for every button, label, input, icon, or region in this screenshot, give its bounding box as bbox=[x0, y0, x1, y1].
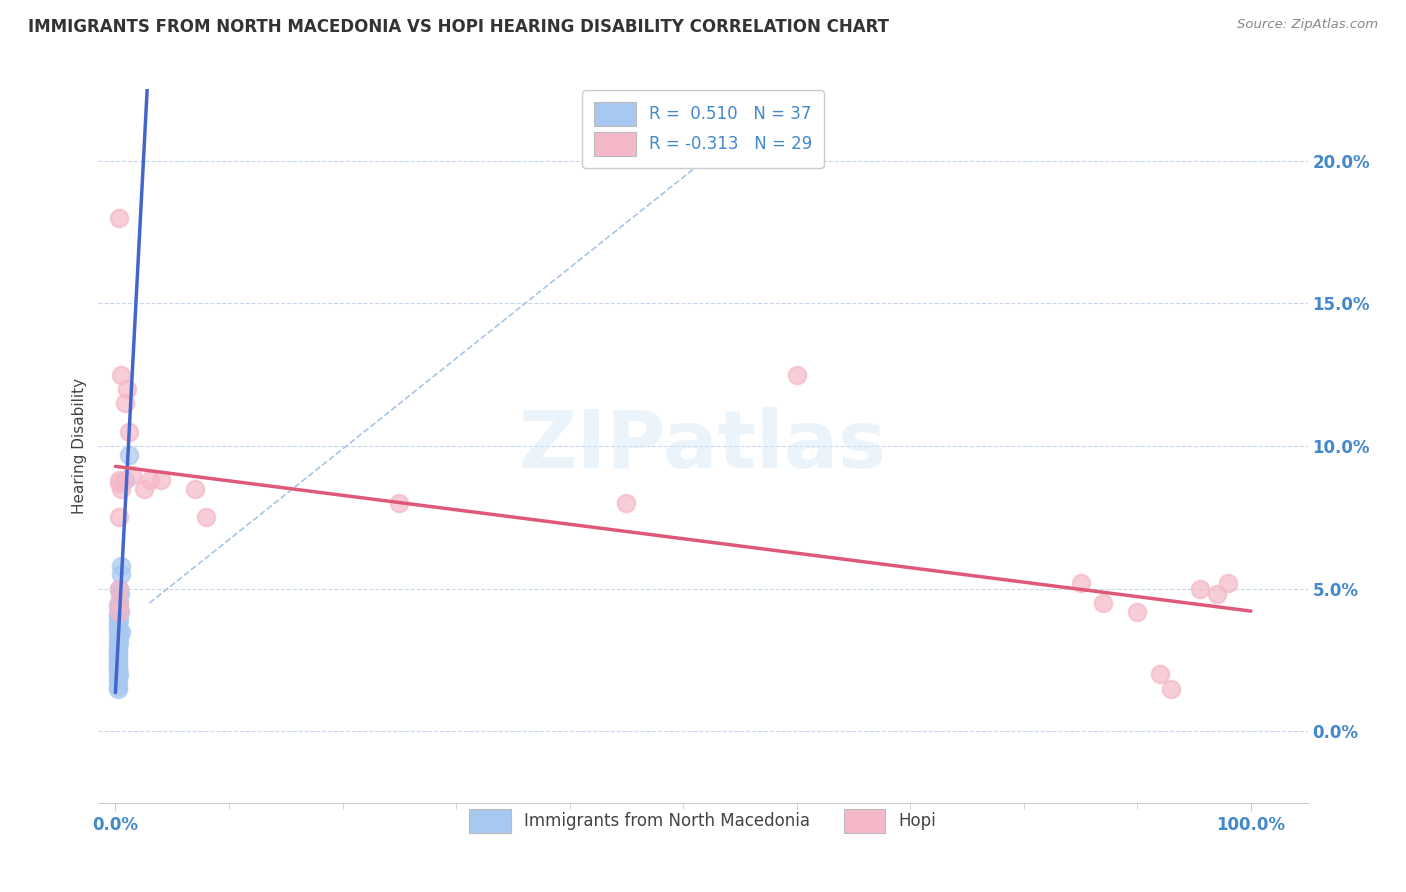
Point bbox=[108, 605, 131, 619]
Point bbox=[110, 567, 132, 582]
Point bbox=[118, 448, 141, 462]
Point bbox=[1216, 576, 1239, 591]
Point bbox=[1188, 582, 1211, 596]
Point bbox=[110, 482, 132, 496]
Point bbox=[108, 605, 131, 619]
Point bbox=[107, 653, 129, 667]
Point bbox=[388, 496, 411, 510]
Point bbox=[110, 624, 132, 639]
Point bbox=[108, 473, 131, 487]
Point bbox=[107, 639, 129, 653]
Point bbox=[107, 610, 129, 624]
Point bbox=[107, 650, 129, 665]
Point bbox=[108, 601, 131, 615]
Point bbox=[107, 670, 129, 684]
Point bbox=[107, 622, 129, 636]
Point bbox=[114, 396, 136, 410]
Point bbox=[110, 368, 132, 382]
Point bbox=[1205, 587, 1227, 601]
Point bbox=[121, 467, 143, 482]
Legend: Immigrants from North Macedonia, Hopi: Immigrants from North Macedonia, Hopi bbox=[458, 797, 948, 845]
Y-axis label: Hearing Disability: Hearing Disability bbox=[72, 378, 87, 514]
Point bbox=[614, 496, 637, 510]
Point bbox=[108, 596, 131, 610]
Point bbox=[108, 636, 131, 650]
Point bbox=[108, 476, 131, 491]
Point bbox=[107, 599, 129, 613]
Point bbox=[107, 633, 129, 648]
Text: ZIPatlas: ZIPatlas bbox=[519, 407, 887, 485]
Point bbox=[118, 425, 141, 439]
Point bbox=[107, 665, 129, 679]
Text: IMMIGRANTS FROM NORTH MACEDONIA VS HOPI HEARING DISABILITY CORRELATION CHART: IMMIGRANTS FROM NORTH MACEDONIA VS HOPI … bbox=[28, 18, 889, 36]
Point bbox=[108, 582, 131, 596]
Point bbox=[107, 679, 129, 693]
Point bbox=[108, 587, 131, 601]
Point bbox=[108, 624, 131, 639]
Point bbox=[107, 681, 129, 696]
Point bbox=[107, 641, 129, 656]
Text: Source: ZipAtlas.com: Source: ZipAtlas.com bbox=[1237, 18, 1378, 31]
Point bbox=[1126, 605, 1149, 619]
Point bbox=[110, 558, 132, 573]
Point bbox=[138, 473, 160, 487]
Point bbox=[107, 644, 129, 658]
Point bbox=[1149, 667, 1171, 681]
Point bbox=[108, 667, 131, 681]
Point bbox=[107, 627, 129, 641]
Point bbox=[107, 619, 129, 633]
Point bbox=[108, 613, 131, 627]
Point bbox=[107, 648, 129, 662]
Point bbox=[184, 482, 207, 496]
Point bbox=[107, 607, 129, 622]
Point bbox=[107, 615, 129, 630]
Point bbox=[1160, 681, 1182, 696]
Point bbox=[108, 630, 131, 644]
Point bbox=[115, 382, 138, 396]
Point bbox=[107, 656, 129, 670]
Point bbox=[108, 582, 131, 596]
Point bbox=[108, 211, 131, 225]
Point bbox=[149, 473, 172, 487]
Point bbox=[195, 510, 218, 524]
Point bbox=[1092, 596, 1115, 610]
Point bbox=[107, 662, 129, 676]
Point bbox=[108, 596, 131, 610]
Point bbox=[786, 368, 808, 382]
Point bbox=[1069, 576, 1091, 591]
Point bbox=[108, 510, 131, 524]
Point bbox=[107, 673, 129, 687]
Point bbox=[132, 482, 155, 496]
Point bbox=[107, 658, 129, 673]
Point bbox=[114, 473, 136, 487]
